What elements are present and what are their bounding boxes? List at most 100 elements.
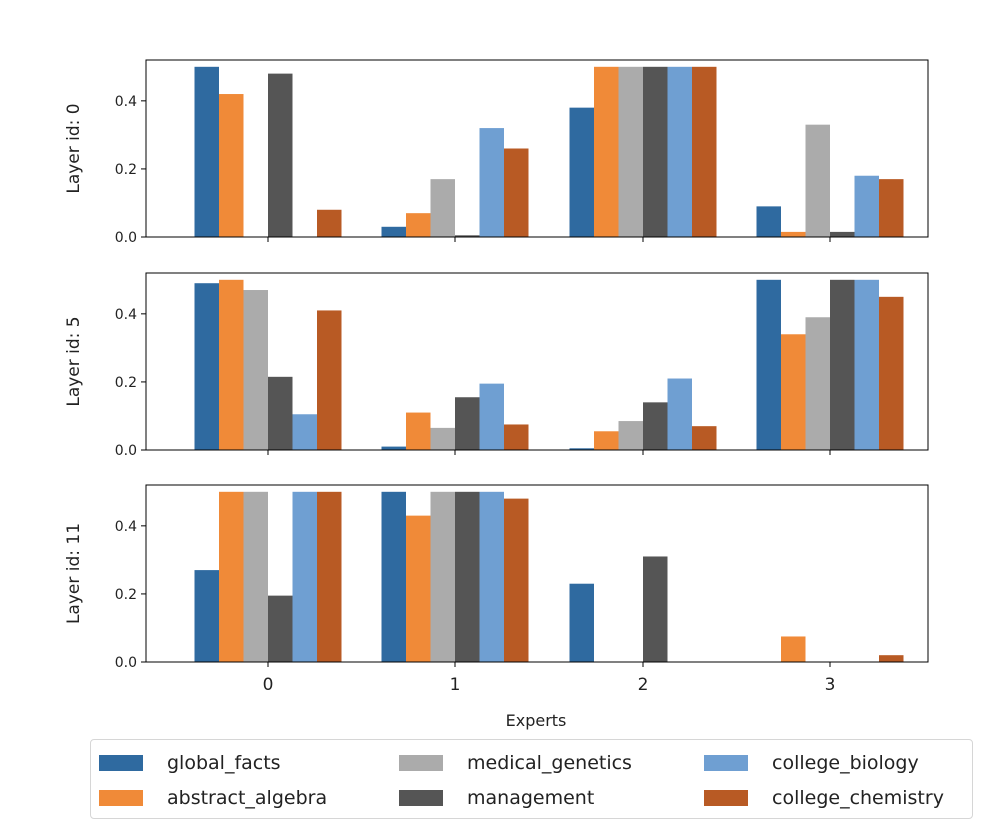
bar-management-expert-1 <box>455 397 480 450</box>
bar-medical_genetics-expert-1 <box>430 491 455 662</box>
bar-abstract_algebra-expert-2 <box>594 431 619 450</box>
bar-abstract_algebra-expert-3 <box>781 636 806 662</box>
legend-swatch-college-biology <box>704 755 748 771</box>
bar-global_facts-expert-2 <box>569 107 594 238</box>
x-tick-label: 2 <box>638 675 649 695</box>
x-axis-label: Experts <box>506 711 567 730</box>
bar-college_chemistry-expert-3 <box>879 296 904 450</box>
legend-swatch-medical-genetics <box>399 755 443 771</box>
y-tick-label: 0.4 <box>115 94 137 110</box>
y-axis-label: Layer id: 0 <box>64 103 84 193</box>
y-axis-label: Layer id: 11 <box>64 523 84 624</box>
bar-management-expert-1 <box>455 235 480 237</box>
bar-college_chemistry-expert-3 <box>879 655 904 662</box>
bar-management-expert-2 <box>643 66 668 237</box>
bar-management-expert-2 <box>643 402 668 450</box>
legend-label-global-facts: global_facts <box>167 752 281 774</box>
bar-abstract_algebra-expert-2 <box>594 66 619 237</box>
bar-management-expert-3 <box>830 279 855 450</box>
panel-2: 0.0 0.2 0.4 0 1 2 3 Layer id: 11 <box>64 484 929 695</box>
bar-college_biology-expert-2 <box>667 378 692 450</box>
bar-management-expert-0 <box>268 73 293 238</box>
bar-college_biology-expert-3 <box>854 279 879 450</box>
bar-college_biology-expert-1 <box>479 383 504 451</box>
bar-abstract_algebra-expert-3 <box>781 334 806 450</box>
bar-medical_genetics-expert-1 <box>430 427 455 451</box>
bar-management-expert-0 <box>268 376 293 450</box>
bar-college_chemistry-expert-2 <box>692 426 717 450</box>
bar-global_facts-expert-1 <box>381 446 406 450</box>
legend-label-abstract-algebra: abstract_algebra <box>167 787 328 809</box>
bar-global_facts-expert-1 <box>381 226 406 237</box>
y-tick-label: 0.2 <box>115 587 137 603</box>
legend-swatch-college-chemistry <box>704 790 748 806</box>
y-tick-label: 0.2 <box>115 162 137 178</box>
bar-global_facts-expert-3 <box>756 206 781 237</box>
plot-frame <box>145 59 929 238</box>
y-tick-label: 0.0 <box>115 443 137 459</box>
legend-item-college-chemistry: college_chemistry <box>704 787 944 809</box>
x-tick-label: 0 <box>263 675 274 695</box>
legend-item-abstract-algebra: abstract_algebra <box>99 787 327 809</box>
bar-college_chemistry-expert-2 <box>692 66 717 237</box>
legend-item-management: management <box>399 787 594 809</box>
bar-college_biology-expert-0 <box>292 414 317 450</box>
legend-swatch-global-facts <box>99 755 143 771</box>
bar-abstract_algebra-expert-1 <box>406 515 431 662</box>
bar-medical_genetics-expert-2 <box>618 66 643 237</box>
y-tick-label: 0.4 <box>115 519 137 535</box>
bar-college_chemistry-expert-1 <box>504 148 529 237</box>
bar-college_chemistry-expert-1 <box>504 498 529 662</box>
y-tick-label: 0.2 <box>115 375 137 391</box>
y-tick-label: 0.0 <box>115 655 137 671</box>
plot-frame <box>145 484 929 663</box>
bar-college_biology-expert-1 <box>479 491 504 662</box>
legend-item-medical-genetics: medical_genetics <box>399 752 632 774</box>
bar-college_biology-expert-3 <box>854 175 879 237</box>
bar-medical_genetics-expert-1 <box>430 179 455 237</box>
bar-abstract_algebra-expert-3 <box>781 231 806 237</box>
plot-frame <box>145 272 929 451</box>
bar-global_facts-expert-0 <box>194 570 219 662</box>
bar-medical_genetics-expert-2 <box>618 421 643 450</box>
bar-global_facts-expert-0 <box>194 283 219 450</box>
bar-college_chemistry-expert-1 <box>504 424 529 450</box>
bar-college_chemistry-expert-0 <box>317 491 342 662</box>
y-tick-label: 0.4 <box>115 307 137 323</box>
chart-legend: global_facts abstract_algebra medical_ge… <box>90 739 973 819</box>
bar-medical_genetics-expert-0 <box>243 290 268 450</box>
bar-global_facts-expert-2 <box>569 448 594 450</box>
panel-1: 0.0 0.2 0.4 Layer id: 5 <box>64 272 929 459</box>
bar-abstract_algebra-expert-1 <box>406 213 431 237</box>
legend-swatch-abstract-algebra <box>99 790 143 806</box>
bar-global_facts-expert-3 <box>756 279 781 450</box>
legend-swatch-management <box>399 790 443 806</box>
bar-management-expert-3 <box>830 231 855 237</box>
bar-medical_genetics-expert-0 <box>243 491 268 662</box>
panel-0: 0.0 0.2 0.4 Layer id: 0 <box>64 59 929 246</box>
y-tick-label: 0.0 <box>115 230 137 246</box>
bar-medical_genetics-expert-3 <box>805 124 830 237</box>
legend-label-college-biology: college_biology <box>772 752 919 774</box>
bar-management-expert-1 <box>455 491 480 662</box>
chart-panels: 0.0 0.2 0.4 Layer id: 0 0.0 0.2 0.4 Layer id: 5… <box>64 59 929 695</box>
bar-college_biology-expert-0 <box>292 491 317 662</box>
bar-medical_genetics-expert-3 <box>805 317 830 450</box>
bar-abstract_algebra-expert-0 <box>219 94 244 237</box>
bar-college_biology-expert-2 <box>667 66 692 237</box>
bar-global_facts-expert-1 <box>381 491 406 662</box>
bar-abstract_algebra-expert-0 <box>219 491 244 662</box>
x-tick-label: 1 <box>450 675 461 695</box>
bar-management-expert-2 <box>643 556 668 662</box>
bar-management-expert-0 <box>268 595 293 663</box>
bar-college_chemistry-expert-3 <box>879 179 904 237</box>
bar-global_facts-expert-0 <box>194 66 219 237</box>
bar-abstract_algebra-expert-1 <box>406 412 431 450</box>
bar-global_facts-expert-2 <box>569 583 594 662</box>
bar-college_chemistry-expert-0 <box>317 310 342 450</box>
legend-label-college-chemistry: college_chemistry <box>772 787 944 809</box>
legend-label-medical-genetics: medical_genetics <box>467 752 632 774</box>
bar-college_chemistry-expert-0 <box>317 209 342 237</box>
y-axis-label: Layer id: 5 <box>64 316 84 406</box>
